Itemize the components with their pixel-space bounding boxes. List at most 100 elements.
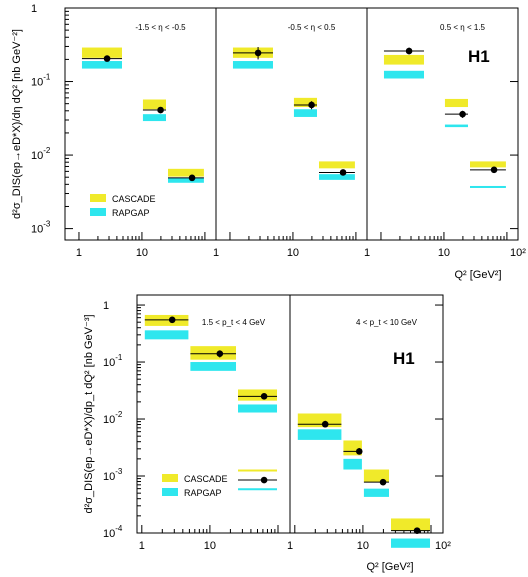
data-point-marker bbox=[321, 420, 329, 428]
x-tick-label: 1 bbox=[76, 247, 82, 259]
data-point-marker bbox=[157, 106, 164, 114]
bin bbox=[238, 469, 278, 491]
y-tick-label: 10-3 bbox=[31, 220, 51, 236]
panel-header: 0.5 < η < 1.5 bbox=[440, 23, 485, 32]
bin bbox=[81, 47, 122, 69]
h1-logo: H1 bbox=[393, 349, 415, 368]
data-point-marker bbox=[339, 169, 347, 176]
rapgap-band bbox=[318, 174, 355, 180]
x-tick-label: 10² bbox=[435, 540, 451, 552]
cascade-band bbox=[142, 99, 166, 110]
cascade-band bbox=[81, 47, 122, 58]
legend-label: RAPGAP bbox=[112, 208, 150, 218]
x-tick-label: 10 bbox=[204, 540, 216, 552]
panel-header: 4 < p_t < 10 GeV bbox=[356, 318, 418, 327]
bin bbox=[444, 98, 468, 128]
h1-logo: H1 bbox=[468, 47, 490, 66]
data-point-marker bbox=[490, 166, 498, 174]
y-tick-exponent: -2 bbox=[115, 410, 123, 419]
y-tick-label: 1 bbox=[31, 3, 37, 15]
x-tick-label: 10 bbox=[438, 247, 450, 259]
cascade-band bbox=[238, 389, 278, 401]
rapgap-band bbox=[444, 124, 468, 128]
rapgap-band bbox=[238, 404, 278, 413]
data-point-marker bbox=[188, 174, 196, 182]
legend-label: RAPGAP bbox=[184, 488, 222, 498]
panel-1: 1 10 -0.5 < η < 0.5 bbox=[213, 8, 357, 259]
data-point-marker bbox=[168, 316, 176, 324]
cascade-band bbox=[190, 346, 237, 360]
x-tick-label: 1 bbox=[287, 540, 293, 552]
bin bbox=[190, 346, 237, 371]
rapgap-band bbox=[142, 114, 166, 122]
rapgap-band bbox=[391, 538, 431, 548]
y-tick-exponent: -3 bbox=[115, 467, 123, 476]
panel-header: 1.5 < p_t < 4 GeV bbox=[202, 318, 266, 327]
bin bbox=[238, 389, 278, 413]
rapgap-band bbox=[238, 488, 278, 491]
rapgap-band bbox=[297, 429, 342, 440]
legend-swatch-rapgap bbox=[162, 488, 178, 496]
cascade-band bbox=[297, 413, 342, 428]
legend-swatch-cascade bbox=[162, 474, 178, 482]
bin bbox=[232, 46, 273, 69]
legend-label: CASCADE bbox=[184, 474, 228, 484]
rapgap-band bbox=[232, 61, 273, 69]
y-tick-exponent: -2 bbox=[43, 146, 51, 155]
y-tick-exponent: -1 bbox=[115, 353, 123, 362]
legend-swatch-cascade bbox=[90, 194, 106, 202]
rapgap-band bbox=[81, 61, 122, 69]
legend-label: CASCADE bbox=[112, 194, 156, 204]
data-point-marker bbox=[260, 476, 268, 484]
cascade-band bbox=[167, 168, 204, 177]
legend-swatch-rapgap bbox=[90, 208, 106, 216]
rapgap-band bbox=[383, 70, 424, 79]
rapgap-band bbox=[469, 185, 506, 188]
bin bbox=[144, 314, 189, 340]
bin bbox=[167, 168, 204, 183]
y-tick-label: 10-1 bbox=[31, 73, 51, 89]
bin bbox=[343, 440, 363, 470]
x-tick-label: 10² bbox=[510, 247, 526, 259]
y-tick-label: 10-1 bbox=[103, 353, 123, 369]
data-point-marker bbox=[413, 527, 421, 534]
rapgap-band bbox=[167, 177, 204, 183]
rapgap-band bbox=[190, 362, 237, 371]
data-point-marker bbox=[355, 448, 363, 455]
y-axis-label: d²σ_DIS(ep→eD*X)/dp_t dQ² [nb GeV⁻³] bbox=[83, 314, 95, 513]
data-point-marker bbox=[459, 110, 466, 118]
data-point-marker bbox=[405, 47, 413, 55]
rapgap-band bbox=[144, 330, 189, 340]
panel-header: -0.5 < η < 0.5 bbox=[288, 23, 336, 32]
x-axis-label: Q² [GeV²] bbox=[454, 269, 501, 281]
rapgap-band bbox=[363, 488, 390, 497]
y-tick-label: 10-2 bbox=[31, 146, 51, 162]
bin bbox=[297, 413, 342, 440]
y-tick-label: 10-2 bbox=[103, 410, 123, 426]
cascade-band bbox=[469, 161, 506, 168]
data-point-marker bbox=[379, 478, 387, 486]
bin bbox=[391, 518, 431, 548]
bin bbox=[469, 161, 506, 188]
cascade-band bbox=[318, 161, 355, 169]
bin bbox=[363, 469, 390, 497]
y-tick-label: 1 bbox=[103, 300, 109, 312]
chart-eta-cross-section: 10-310-210-111 10-1.5 < η < -0.51 10-0.5 <… bbox=[11, 3, 526, 281]
cascade-band bbox=[391, 518, 431, 531]
rapgap-band bbox=[343, 458, 362, 470]
bin bbox=[142, 99, 166, 122]
x-tick-label: 1 bbox=[213, 247, 219, 259]
x-tick-label: 1 bbox=[139, 540, 145, 552]
bin bbox=[318, 161, 355, 180]
rapgap-band bbox=[293, 109, 317, 117]
data-point-marker bbox=[308, 101, 315, 109]
data-point-marker bbox=[216, 350, 224, 357]
cascade-band bbox=[144, 314, 189, 326]
data-point-marker bbox=[103, 55, 111, 62]
y-tick-label: 10-3 bbox=[103, 467, 123, 483]
panel-1: 1 10 10² 4 < p_t < 10 GeV bbox=[287, 295, 451, 552]
panel-2: 1 10 10² 0.5 < η < 1.5 bbox=[364, 8, 526, 259]
y-tick-exponent: -3 bbox=[43, 220, 51, 229]
